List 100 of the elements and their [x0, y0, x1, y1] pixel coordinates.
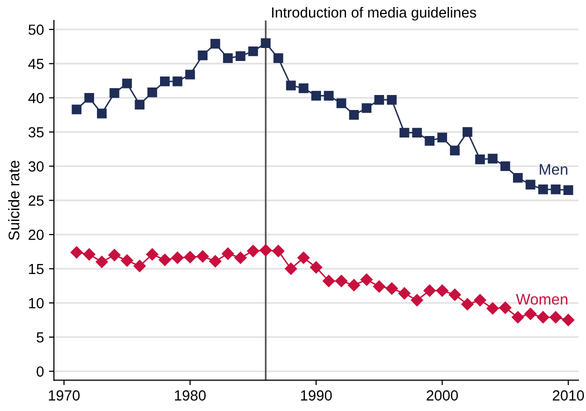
- point: [286, 80, 296, 90]
- point: [322, 274, 335, 288]
- series-label: Men: [540, 164, 568, 175]
- point: [96, 256, 108, 268]
- y-tick-label: 15: [29, 264, 44, 274]
- y-tick-label: 30: [28, 161, 44, 172]
- point: [84, 92, 94, 103]
- point: [538, 184, 548, 194]
- point: [398, 287, 410, 300]
- point: [248, 46, 258, 56]
- point: [310, 261, 322, 274]
- point: [488, 154, 498, 164]
- point: [146, 248, 158, 260]
- point: [436, 284, 448, 297]
- point: [298, 83, 308, 94]
- point: [110, 88, 120, 98]
- point: [524, 308, 537, 320]
- point: [96, 108, 107, 118]
- point: [236, 51, 246, 61]
- point: [512, 311, 524, 324]
- point: [513, 172, 523, 183]
- x-tick-label: 2000: [426, 390, 458, 401]
- point: [185, 70, 195, 80]
- y-tick-label: 50: [28, 24, 44, 35]
- point: [147, 87, 158, 98]
- point: [348, 279, 360, 292]
- point: [335, 274, 348, 288]
- series-label: Women: [516, 294, 568, 305]
- point: [72, 104, 82, 114]
- point: [474, 294, 486, 306]
- point: [158, 254, 171, 266]
- point: [448, 288, 461, 301]
- point: [273, 53, 284, 64]
- point: [247, 244, 260, 258]
- point: [550, 311, 562, 324]
- point: [475, 154, 485, 164]
- y-tick-label: 10: [29, 298, 44, 308]
- point: [83, 248, 96, 260]
- point: [486, 302, 499, 314]
- point: [386, 94, 397, 105]
- point: [536, 311, 550, 324]
- point: [172, 76, 182, 86]
- point: [374, 94, 384, 105]
- point: [562, 314, 574, 326]
- point: [526, 180, 536, 190]
- point: [209, 255, 222, 268]
- point: [260, 38, 271, 48]
- point: [462, 127, 472, 137]
- point: [373, 280, 386, 293]
- point: [260, 244, 272, 256]
- point: [386, 282, 398, 295]
- point: [171, 252, 184, 264]
- y-tick-label: 25: [28, 195, 44, 206]
- point: [210, 38, 220, 49]
- point: [349, 110, 359, 120]
- point: [134, 100, 145, 110]
- y-tick-label: 45: [28, 58, 44, 70]
- point: [550, 184, 561, 194]
- y-axis-title: Suicide rate: [8, 160, 20, 240]
- point: [410, 294, 424, 306]
- y-tick-label: 35: [28, 127, 44, 138]
- point: [272, 244, 284, 258]
- point: [108, 248, 121, 262]
- point: [120, 254, 134, 267]
- point: [160, 76, 170, 86]
- point: [360, 274, 373, 286]
- point: [284, 262, 298, 275]
- point: [563, 185, 574, 195]
- point: [311, 90, 322, 101]
- point: [184, 251, 196, 264]
- x-tick-label: 1990: [301, 390, 332, 401]
- x-tick-label: 1970: [48, 390, 80, 401]
- point: [450, 146, 460, 156]
- point: [461, 298, 474, 310]
- point: [412, 128, 422, 138]
- y-tick-label: 5: [36, 332, 44, 343]
- point: [222, 248, 234, 260]
- point: [500, 161, 510, 172]
- y-tick-label: 20: [28, 230, 44, 240]
- y-tick-label: 0: [36, 366, 44, 377]
- ref-line-label: Introduction of media guidelines: [272, 6, 476, 21]
- y-tick-label: 40: [28, 92, 44, 104]
- point: [234, 252, 247, 264]
- point: [424, 284, 436, 297]
- point: [400, 128, 410, 138]
- x-tick-label: 1980: [174, 390, 206, 401]
- x-tick-label: 2010: [552, 390, 584, 401]
- point: [122, 78, 132, 88]
- point: [424, 136, 434, 146]
- point: [134, 260, 146, 272]
- point: [223, 53, 233, 64]
- point: [499, 302, 512, 314]
- point: [198, 50, 208, 60]
- point: [336, 98, 346, 108]
- point: [70, 246, 83, 258]
- point: [297, 252, 310, 264]
- point: [196, 250, 209, 263]
- point: [324, 90, 334, 101]
- point: [437, 132, 448, 142]
- point: [362, 103, 372, 113]
